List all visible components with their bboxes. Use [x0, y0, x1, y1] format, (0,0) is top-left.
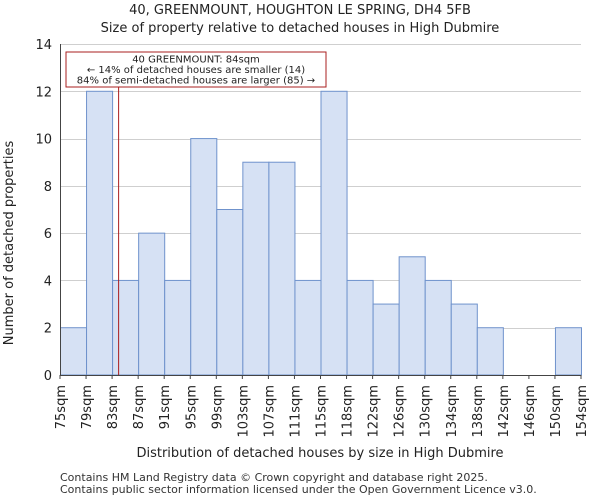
x-tick-label: 150sqm — [549, 385, 564, 438]
y-tick-label: 2 — [44, 322, 52, 337]
bar — [346, 279, 374, 376]
annotation-line-1: 40 GREENMOUNT: 84sqm — [132, 55, 260, 66]
chart-title: 40, GREENMOUNT, HOUGHTON LE SPRING, DH4 … — [129, 3, 471, 18]
y-tick-label: 4 — [44, 274, 52, 289]
x-tick-label: 122sqm — [367, 385, 382, 438]
x-tick-label: 99sqm — [210, 385, 225, 429]
footer-licence: Contains public sector information licen… — [60, 483, 537, 496]
bar — [216, 209, 244, 376]
x-tick-label: 83sqm — [106, 385, 121, 429]
bar — [320, 90, 348, 376]
footer-copyright: Contains HM Land Registry data © Crown c… — [60, 471, 488, 484]
x-tick-labels: 75sqm 79sqm 83sqm 87sqm 91sqm 95sqm 99sqm 103sq… — [54, 375, 590, 438]
x-tick-label: 118sqm — [341, 385, 356, 438]
x-tick-label: 95sqm — [184, 385, 199, 429]
annotation-box: 40 GREENMOUNT: 84sqm ← 14% of detached h… — [65, 51, 327, 88]
bar — [60, 327, 88, 376]
x-tick-label: 103sqm — [236, 385, 251, 438]
y-tick-label: 14 — [35, 38, 52, 53]
bar — [190, 138, 218, 376]
x-tick-label: 87sqm — [132, 385, 147, 429]
y-tick-label: 6 — [44, 227, 52, 242]
y-tick-labels: 0 2 4 6 8 10 12 14 — [35, 38, 52, 384]
chart-subtitle: Size of property relative to detached ho… — [100, 21, 500, 36]
bar — [372, 303, 400, 376]
bar — [294, 279, 322, 376]
bar — [554, 327, 583, 376]
annotation-line-3: 84% of semi-detached houses are larger (… — [77, 76, 315, 87]
x-tick-label: 142sqm — [497, 385, 512, 438]
y-tick-label: 12 — [35, 85, 52, 100]
bar-group — [60, 90, 583, 376]
bar — [268, 161, 296, 376]
bar — [164, 279, 192, 376]
bar — [86, 90, 114, 376]
x-tick-label: 138sqm — [471, 385, 486, 438]
y-tick-label: 0 — [44, 369, 52, 384]
x-tick-label: 146sqm — [523, 385, 538, 438]
x-tick-label: 79sqm — [80, 385, 95, 429]
x-axis-label: Distribution of detached houses by size … — [136, 446, 503, 461]
bar — [398, 256, 426, 376]
x-tick-label: 75sqm — [54, 385, 69, 429]
bar — [112, 279, 140, 376]
bar — [450, 303, 478, 376]
x-tick-label: 134sqm — [445, 385, 460, 438]
chart-title-block: 40, GREENMOUNT, HOUGHTON LE SPRING, DH4 … — [0, 2, 600, 38]
y-tick-label: 8 — [44, 180, 52, 195]
x-tick-label: 111sqm — [288, 385, 303, 438]
bar — [138, 232, 166, 376]
annotation-line-2: ← 14% of detached houses are smaller (14… — [87, 65, 305, 76]
x-tick-label: 154sqm — [575, 385, 590, 438]
bar — [476, 327, 504, 376]
x-tick-label: 126sqm — [393, 385, 408, 438]
y-axis-label: Number of detached properties — [2, 141, 17, 346]
x-tick-label: 107sqm — [262, 385, 277, 438]
bar — [424, 279, 452, 376]
x-tick-label: 91sqm — [158, 385, 173, 429]
x-tick-label: 115sqm — [315, 385, 330, 438]
y-tick-label: 10 — [35, 133, 52, 148]
x-tick-label: 130sqm — [419, 385, 434, 438]
annotation-frame — [65, 51, 327, 88]
bar — [242, 161, 270, 376]
